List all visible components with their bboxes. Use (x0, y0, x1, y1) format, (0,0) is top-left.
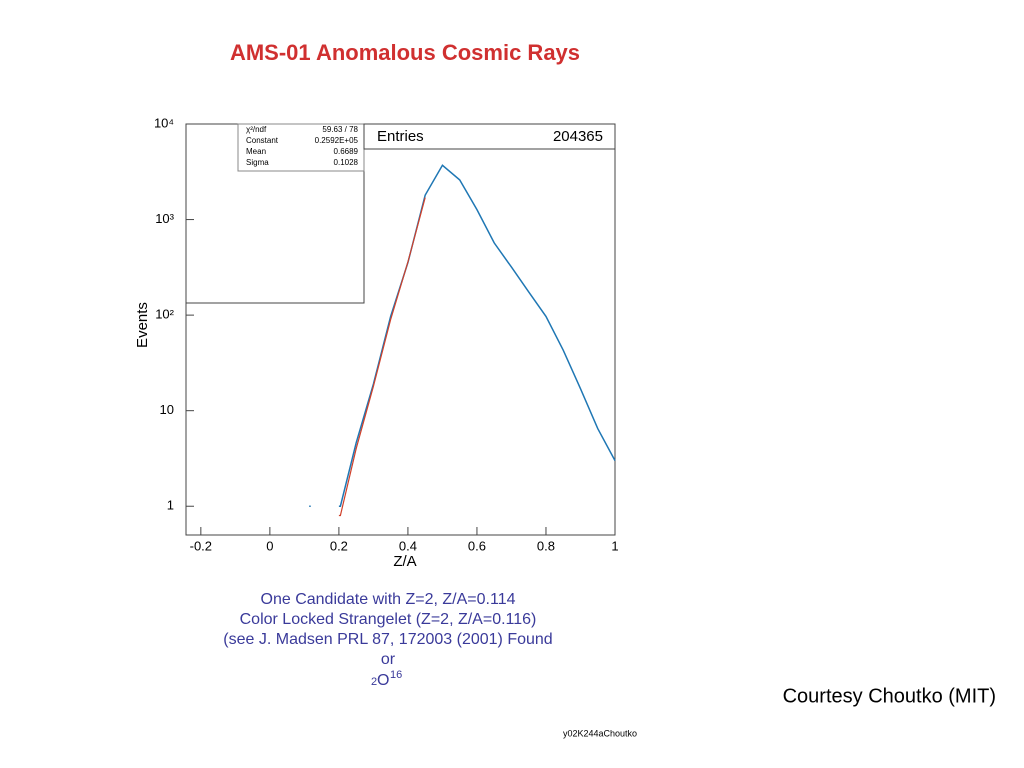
entries-label: Entries (377, 128, 424, 145)
x-tick-label: 0.2 (330, 538, 348, 553)
data-line (338, 197, 426, 517)
stats-value: 0.6689 (334, 147, 359, 156)
data-line (309, 164, 616, 507)
formula-mass: 16 (390, 669, 402, 681)
stats-name: Sigma (246, 158, 269, 167)
stats-value: 0.1028 (334, 158, 359, 167)
stats-name: Mean (246, 147, 266, 156)
y-axis-label: Events (134, 302, 151, 348)
stats-value: 59.63 / 78 (322, 125, 358, 134)
entries-box (363, 123, 616, 150)
annotation: One Candidate with Z=2, Z/A=0.114 (261, 591, 516, 608)
stats-name: Constant (246, 136, 279, 145)
stats-name: χ²/ndf (246, 125, 267, 134)
formula-prefix: 2 (371, 676, 377, 688)
x-tick-label: 1 (611, 538, 618, 553)
chart-title: AMS-01 Anomalous Cosmic Rays (230, 40, 580, 65)
stats-value: 0.2592E+05 (315, 136, 359, 145)
annotation: Color Locked Strangelet (Z=2, Z/A=0.116) (240, 611, 537, 628)
x-tick-label: 0.8 (537, 538, 555, 553)
entries-value: 204365 (553, 128, 603, 145)
annotation: or (381, 651, 396, 668)
formula-element: O (377, 672, 389, 689)
y-tick-label: 1 (167, 498, 174, 513)
annotation: (see J. Madsen PRL 87, 172003 (2001) Fou… (223, 631, 552, 648)
y-tick-label: 10 (160, 402, 174, 417)
stats-box (237, 123, 365, 172)
credit: Courtesy Choutko (MIT) (783, 685, 996, 707)
x-axis-label: Z/A (393, 553, 416, 570)
x-tick-label: 0.6 (468, 538, 486, 553)
y-tick-label: 10³ (155, 211, 174, 226)
y-tick-label: 10⁴ (154, 115, 174, 130)
footnote: y02K244aChoutko (563, 728, 637, 738)
y-tick-label: 10² (155, 307, 174, 322)
x-tick-label: 0.4 (399, 538, 417, 553)
x-tick-label: -0.2 (190, 538, 212, 553)
x-tick-label: 0 (266, 538, 273, 553)
